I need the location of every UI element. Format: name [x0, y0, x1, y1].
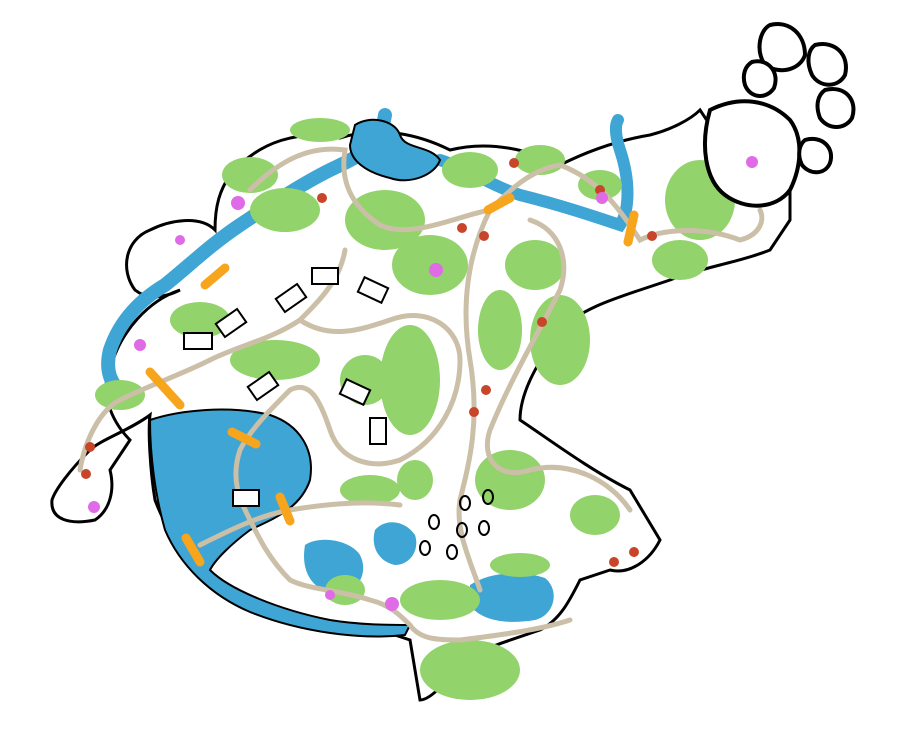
river-east: [434, 114, 634, 233]
rock-formation: [815, 87, 856, 129]
red-dot-icon: [629, 547, 639, 557]
red-dot-icon: [647, 231, 657, 241]
standing-stones: [419, 489, 494, 560]
road: [287, 577, 573, 643]
house: [338, 377, 372, 407]
stone-ring-icon: [459, 495, 471, 511]
red-dot-icon: [317, 193, 327, 203]
berry-points: [81, 158, 657, 567]
tree-cluster: [230, 340, 320, 380]
stone-ring-icon: [428, 514, 440, 530]
mountain-ruins: [703, 22, 856, 208]
house: [183, 332, 213, 350]
tree-cluster: [392, 235, 468, 295]
rock-formation: [741, 59, 778, 98]
bridge: [483, 193, 515, 215]
tree-cluster: [345, 190, 425, 250]
bridge: [200, 263, 230, 290]
tree-cluster: [652, 240, 708, 280]
lake-southwest: [148, 408, 412, 638]
lake-north: [348, 118, 442, 182]
bridges: [145, 193, 639, 567]
tree-cluster: [490, 553, 550, 577]
lake-south-3: [470, 573, 554, 622]
pink-dot-icon: [175, 235, 185, 245]
tree-cluster: [170, 302, 230, 338]
stone-ring-icon: [419, 540, 431, 556]
houses: [183, 267, 390, 507]
red-dot-icon: [481, 385, 491, 395]
tree-cluster: [95, 380, 145, 410]
tree-cluster: [505, 240, 565, 290]
house: [232, 489, 260, 507]
red-dot-icon: [469, 407, 479, 417]
rock-formation: [757, 22, 808, 73]
tree-cluster: [380, 325, 440, 435]
house: [214, 307, 248, 339]
forest-clusters: [95, 118, 735, 700]
tree-cluster: [530, 295, 590, 385]
tree-cluster: [340, 475, 400, 505]
stone-ring-icon: [446, 544, 458, 560]
mountain-icon: [703, 99, 802, 208]
tree-cluster: [442, 152, 498, 188]
tree-cluster: [400, 580, 480, 620]
lake-south-2: [373, 522, 417, 565]
red-dot-icon: [509, 158, 519, 168]
house: [369, 417, 387, 445]
tree-cluster: [570, 495, 620, 535]
pink-dot-icon: [429, 263, 443, 277]
flower-points: [88, 156, 758, 611]
stone-ring-icon: [478, 520, 490, 536]
stone-ring-icon: [456, 522, 468, 538]
tree-cluster: [290, 118, 350, 142]
bridge: [275, 492, 295, 526]
red-dot-icon: [81, 469, 91, 479]
tree-cluster: [397, 460, 433, 500]
tree-cluster: [475, 450, 545, 510]
red-dot-icon: [537, 317, 547, 327]
road: [77, 247, 348, 473]
house: [356, 275, 390, 305]
house: [274, 282, 308, 314]
bridge: [623, 210, 639, 247]
rock-formation: [806, 42, 848, 87]
tree-cluster: [250, 188, 320, 232]
bridge: [227, 427, 261, 449]
house: [311, 267, 339, 285]
pink-dot-icon: [325, 590, 335, 600]
pink-dot-icon: [231, 196, 245, 210]
bridge: [181, 533, 205, 567]
red-dot-icon: [85, 442, 95, 452]
pink-dot-icon: [134, 339, 146, 351]
house: [246, 370, 280, 402]
rock-formation: [797, 136, 834, 175]
pink-dot-icon: [88, 501, 100, 513]
tree-cluster: [478, 290, 522, 370]
pink-dot-icon: [746, 156, 758, 168]
red-dot-icon: [479, 231, 489, 241]
bridge: [145, 367, 185, 410]
red-dot-icon: [609, 557, 619, 567]
stone-ring-icon: [482, 489, 494, 505]
pink-dot-icon: [596, 192, 608, 204]
river-north: [101, 108, 392, 402]
road: [484, 217, 633, 513]
road: [247, 146, 765, 244]
pink-dot-icon: [385, 597, 399, 611]
red-dot-icon: [457, 223, 467, 233]
tree-cluster: [222, 157, 278, 193]
tree-cluster: [420, 640, 520, 700]
